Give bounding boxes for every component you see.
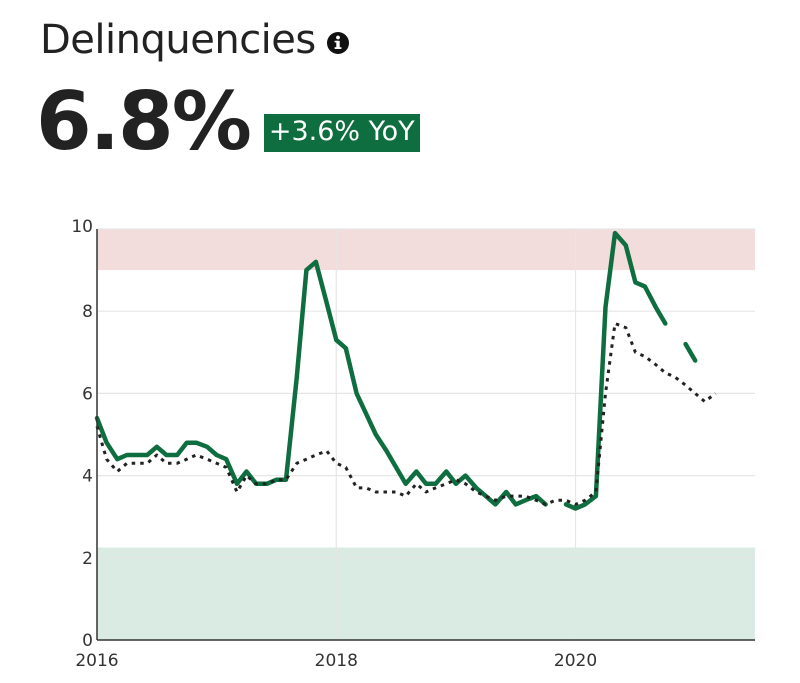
- y-tick-label: 2: [82, 549, 93, 569]
- x-tick-label: 2020: [554, 651, 597, 671]
- series-0-segment-1: [563, 230, 668, 511]
- series-0-segment-0: [94, 259, 548, 507]
- chart-grid: [97, 228, 755, 640]
- series-1-segment-0: [95, 322, 717, 506]
- chart-band-0: [97, 229, 755, 271]
- series-0-segment-2: [683, 341, 698, 363]
- info-icon[interactable]: [326, 31, 350, 55]
- metric-value-row: 6.8% +3.6% YoY: [36, 74, 420, 170]
- y-tick-label: 4: [82, 467, 93, 487]
- y-tick-label: 6: [82, 384, 93, 404]
- chart-series: [94, 230, 717, 511]
- chart-tick-labels: 0 2 4 6 8 10 2016 2018 2020: [71, 217, 597, 671]
- y-tick-label: 10: [71, 217, 93, 237]
- x-tick-label: 2016: [75, 651, 118, 671]
- y-tick-label: 8: [82, 302, 93, 322]
- chart-axes: [96, 229, 755, 641]
- yoy-change-badge: +3.6% YoY: [263, 114, 420, 152]
- page-title: Delinquencies: [40, 17, 316, 63]
- y-tick-label: 0: [82, 631, 93, 651]
- chart-bands: [97, 229, 755, 640]
- x-tick-label: 2018: [315, 651, 358, 671]
- header-title-row: Delinquencies: [40, 14, 350, 66]
- metric-value: 6.8%: [36, 75, 252, 168]
- chart-band-1: [97, 547, 755, 640]
